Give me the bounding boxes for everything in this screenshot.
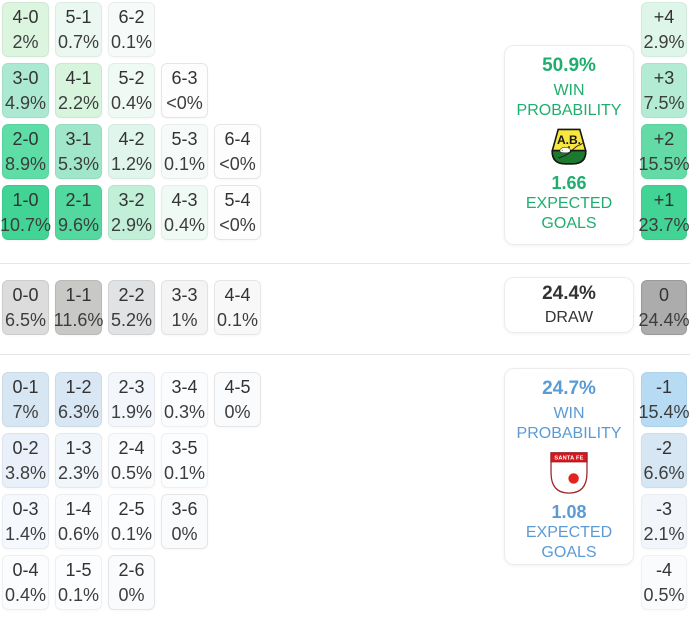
svg-text:SANTA FE: SANTA FE (554, 456, 583, 462)
svg-text:A.B.: A.B. (557, 133, 581, 147)
